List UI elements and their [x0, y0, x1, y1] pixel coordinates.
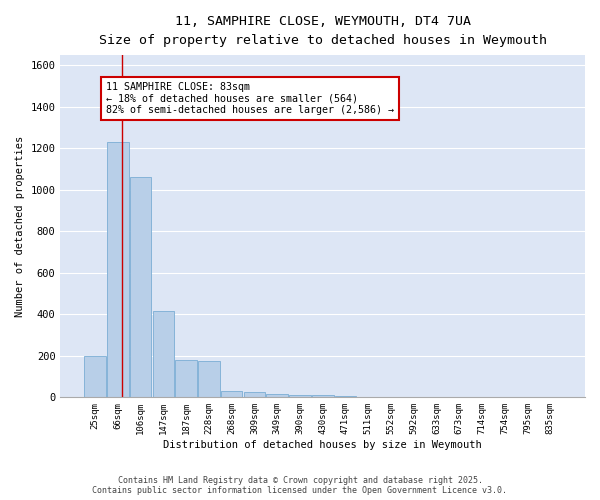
- Bar: [335, 396, 356, 398]
- Bar: [266, 394, 288, 398]
- Bar: [107, 142, 128, 398]
- Bar: [289, 396, 311, 398]
- Bar: [175, 360, 197, 398]
- Bar: [221, 391, 242, 398]
- Bar: [152, 312, 174, 398]
- Bar: [130, 178, 151, 398]
- Bar: [244, 392, 265, 398]
- Y-axis label: Number of detached properties: Number of detached properties: [15, 136, 25, 317]
- Text: Contains HM Land Registry data © Crown copyright and database right 2025.
Contai: Contains HM Land Registry data © Crown c…: [92, 476, 508, 495]
- Text: 11 SAMPHIRE CLOSE: 83sqm
← 18% of detached houses are smaller (564)
82% of semi-: 11 SAMPHIRE CLOSE: 83sqm ← 18% of detach…: [106, 82, 394, 116]
- Bar: [84, 356, 106, 398]
- Title: 11, SAMPHIRE CLOSE, WEYMOUTH, DT4 7UA
Size of property relative to detached hous: 11, SAMPHIRE CLOSE, WEYMOUTH, DT4 7UA Si…: [99, 15, 547, 47]
- Bar: [198, 361, 220, 398]
- X-axis label: Distribution of detached houses by size in Weymouth: Distribution of detached houses by size …: [163, 440, 482, 450]
- Bar: [312, 396, 334, 398]
